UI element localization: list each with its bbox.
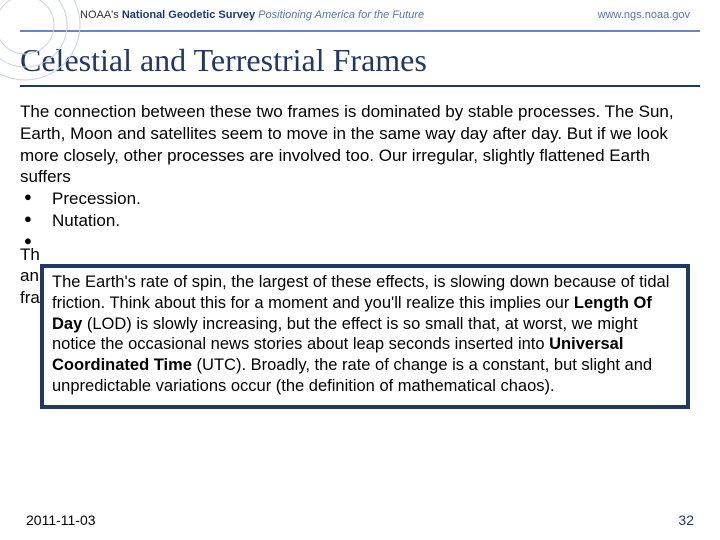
footer: 2011-11-03 32 bbox=[0, 512, 720, 528]
intro-paragraph: The connection between these two frames … bbox=[20, 101, 700, 188]
list-item: Nutation. bbox=[20, 210, 700, 232]
bullet-list: Precession. Nutation. bbox=[20, 188, 700, 232]
header-org: NOAA's bbox=[80, 9, 119, 21]
header: NOAA's National Geodetic Survey Position… bbox=[0, 0, 720, 30]
list-item: Precession. bbox=[20, 188, 700, 210]
title-rule bbox=[20, 85, 700, 87]
header-dept: National Geodetic Survey bbox=[122, 9, 255, 21]
callout-box: The Earth's rate of spin, the largest of… bbox=[40, 264, 690, 409]
header-left: NOAA's National Geodetic Survey Position… bbox=[80, 9, 424, 21]
header-tagline: Positioning America for the Future bbox=[258, 9, 424, 21]
header-rule bbox=[20, 30, 700, 32]
footer-date: 2011-11-03 bbox=[26, 512, 96, 528]
header-url: www.ngs.noaa.gov bbox=[598, 9, 690, 21]
page-title: Celestial and Terrestrial Frames bbox=[20, 42, 700, 79]
footer-page: 32 bbox=[678, 512, 694, 528]
